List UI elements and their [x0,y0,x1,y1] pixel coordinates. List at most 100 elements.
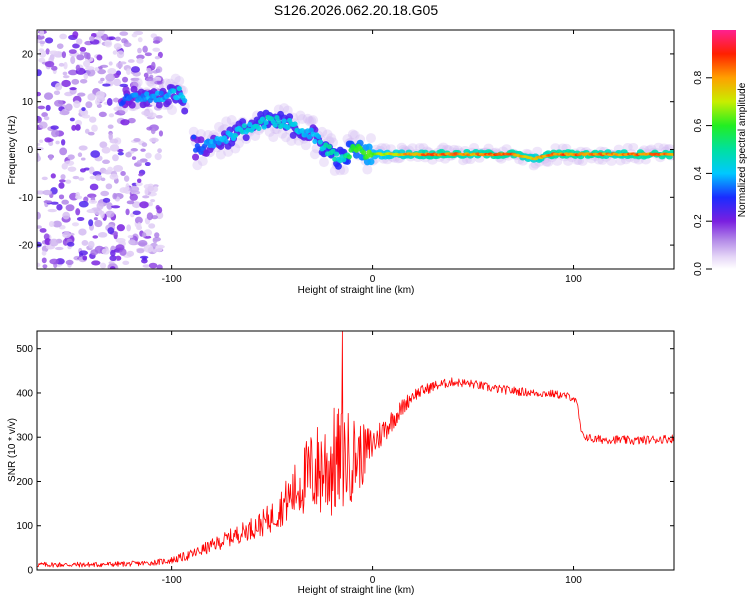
heatmap-noise-blob [143,244,154,253]
heatmap-noise-blob [39,50,47,58]
snr-border [36,330,675,571]
snr-xtick-label: 0 [370,575,376,586]
heatmap-noise-blob [82,255,88,261]
heatmap-noise-blob [109,173,119,180]
heatmap-noise-blob [146,212,154,221]
heatmap-ridge-blob [195,129,206,140]
heatmap-ridge-blob [349,130,360,141]
heatmap-noise-blob [106,202,113,210]
heatmap-noise-blob [116,50,125,59]
heatmap-noise-blob [116,224,125,232]
heatmap-noise-blob [143,72,149,78]
heatmap-noise-blob [59,147,68,156]
heatmap-noise-blob [71,222,80,227]
heatmap-noise-blob [105,210,115,218]
heatmap-noise-blob [101,248,110,255]
heatmap-noise-blob [134,216,143,224]
heatmap-noise-blob [37,116,42,124]
heatmap-noise-blob [129,185,140,193]
heatmap-noise-blob [88,166,95,175]
heatmap-noise-blob [49,258,59,265]
chart-title: S126.2026.062.20.18.G05 [274,2,438,18]
heatmap-noise-blob [98,111,107,118]
heatmap-ridge-blob [214,136,220,142]
heatmap-noise-blob [81,107,86,112]
heatmap-ridge-blob [309,149,320,160]
heatmap-noise-blob [107,166,114,172]
heatmap-noise-blob [37,91,42,97]
heatmap-noise-blob [79,168,86,173]
heatmap-noise-blob [141,232,147,238]
heatmap-ridge-blob [292,121,298,127]
heatmap-noise-blob [75,191,80,199]
heatmap-ridge-blob [147,97,153,104]
heatmap-ridge-blob [418,143,429,152]
heatmap-noise-blob [78,177,85,181]
heatmap-noise-blob [122,76,129,83]
heatmap-ridge-blob [198,149,204,155]
heatmap-noise-blob [109,138,119,144]
heatmap-noise-blob [108,61,113,66]
colorbar-tick-label: 0.8 [693,70,704,84]
heatmap-noise-blob [37,241,42,248]
heatmap-noise-blob [119,31,129,36]
heatmap-noise-blob [93,217,98,221]
heatmap-noise-blob [50,173,56,179]
heatmap-ridge-blob [334,151,340,157]
heatmap-ridge-blob [365,143,373,151]
heatmap-noise-blob [144,162,151,167]
heatmap-marks [37,30,674,269]
spectrogram-ytick-label: 10 [22,97,34,108]
heatmap-noise-blob [137,239,148,247]
heatmap-noise-blob [89,183,99,191]
heatmap-noise-blob [54,82,63,91]
heatmap-noise-blob [50,201,59,205]
heatmap-noise-blob [48,220,55,227]
heatmap-noise-blob [120,119,130,126]
heatmap-ridge-blob [669,149,674,155]
heatmap-ridge-blob [670,153,674,156]
heatmap-noise-blob [65,204,75,212]
heatmap-noise-blob [44,61,55,68]
heatmap-noise-blob [109,144,120,152]
colorbar-tick-label: 0.0 [693,262,704,276]
snr-xtick-label: -100 [162,575,182,586]
heatmap-noise-blob [39,228,47,233]
heatmap-noise-blob [69,117,75,122]
heatmap-ridge-blob [176,85,182,92]
colorbar-ticks: 0.0 0.2 0.4 0.6 0.8 [693,70,712,276]
heatmap-noise-blob [137,37,143,43]
heatmap-noise-blob [89,116,97,123]
heatmap-noise-blob [51,129,60,138]
heatmap-noise-blob [78,200,89,208]
heatmap-noise-blob [55,140,60,145]
heatmap-noise-blob [43,92,54,100]
heatmap-ridge-blob [261,124,267,130]
heatmap-noise-blob [48,154,53,161]
heatmap-noise-blob [100,177,106,182]
heatmap-noise-blob [66,241,75,247]
heatmap-ridge-blob [622,143,633,152]
snr-ytick-label: 400 [16,388,33,399]
heatmap-noise-blob [109,255,117,262]
heatmap-noise-blob [94,219,103,228]
heatmap-noise-blob [142,45,148,53]
colorbar-tick-label: 0.6 [693,118,704,132]
heatmap-ridge-blob [282,105,293,116]
heatmap-noise-blob [152,237,158,244]
heatmap-ridge-blob [330,148,336,154]
heatmap-noise-blob [147,112,157,118]
heatmap-noise-blob [72,43,80,49]
heatmap-ridge-blob [221,116,232,127]
heatmap-noise-blob [128,239,136,245]
heatmap-noise-blob [62,75,70,79]
spectrogram-ylabel: Frequency (Hz) [7,116,18,185]
heatmap-noise-blob [139,201,149,209]
heatmap-ridge-blob [174,75,185,86]
snr-ytick-label: 0 [27,566,33,577]
heatmap-noise-blob [37,211,41,220]
heatmap-noise-blob [39,30,45,37]
heatmap-noise-blob [85,68,96,77]
heatmap-noise-blob [78,228,87,236]
